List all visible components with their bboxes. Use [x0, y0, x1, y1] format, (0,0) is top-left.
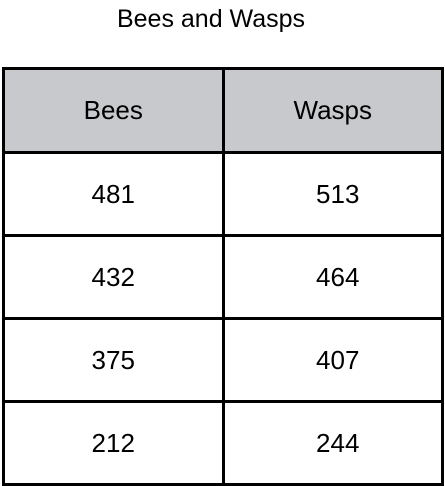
header-bees: Bees [2, 67, 225, 154]
cell-bees: 375 [2, 317, 225, 403]
cell-bees: 481 [2, 151, 225, 237]
cell-wasps: 407 [221, 317, 444, 403]
header-row: Bees Wasps [2, 67, 444, 154]
table-row: 375 407 [2, 317, 444, 403]
cell-wasps: 464 [221, 234, 444, 320]
cell-wasps: 513 [221, 151, 444, 237]
header-wasps: Wasps [221, 67, 444, 154]
table-title: Bees and Wasps [116, 5, 306, 33]
data-table: Bees Wasps 481 513 432 464 375 407 212 2… [2, 67, 444, 486]
cell-wasps: 244 [221, 400, 444, 486]
table-row: 432 464 [2, 234, 444, 320]
table-row: 212 244 [2, 400, 444, 486]
cell-bees: 212 [2, 400, 225, 486]
table-row: 481 513 [2, 151, 444, 237]
cell-bees: 432 [2, 234, 225, 320]
